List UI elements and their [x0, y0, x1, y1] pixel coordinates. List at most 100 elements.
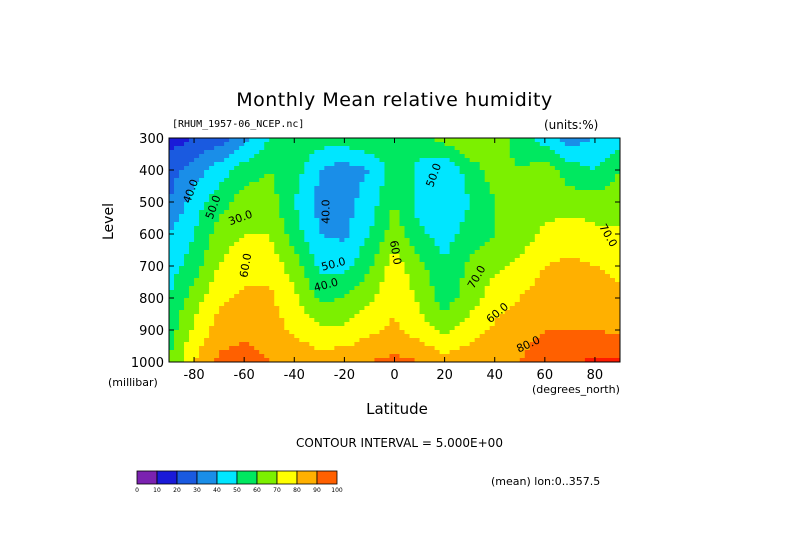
heatmap-cell — [299, 182, 305, 187]
heatmap-cell — [454, 350, 461, 355]
heatmap-cell — [434, 158, 441, 163]
heatmap-cell — [489, 226, 496, 231]
heatmap-cell — [524, 234, 531, 239]
heatmap-cell — [544, 170, 551, 175]
heatmap-cell — [399, 218, 406, 223]
heatmap-cell — [289, 270, 295, 275]
heatmap-cell — [419, 286, 426, 291]
heatmap-cell — [394, 294, 401, 299]
heatmap-cell — [549, 194, 556, 199]
heatmap-cell — [299, 230, 305, 235]
heatmap-cell — [609, 170, 616, 175]
heatmap-cell — [604, 258, 611, 263]
heatmap-cell — [359, 282, 366, 287]
heatmap-cell — [334, 282, 340, 287]
heatmap-cell — [394, 222, 401, 227]
heatmap-cell — [484, 326, 491, 331]
heatmap-cell — [239, 162, 245, 167]
heatmap-cell — [494, 182, 501, 187]
heatmap-cell — [419, 214, 426, 219]
heatmap-cell — [294, 230, 300, 235]
heatmap-cell — [584, 330, 591, 335]
heatmap-cell — [459, 234, 466, 239]
heatmap-cell — [239, 230, 245, 235]
heatmap-cell — [504, 270, 511, 275]
heatmap-cell — [469, 142, 476, 147]
heatmap-cell — [564, 354, 571, 359]
heatmap-cell — [194, 286, 200, 291]
heatmap-cell — [339, 162, 345, 167]
heatmap-cell — [509, 198, 516, 203]
heatmap-cell — [559, 262, 566, 267]
heatmap-cell — [419, 198, 426, 203]
heatmap-cell — [464, 298, 471, 303]
heatmap-cell — [324, 266, 330, 271]
heatmap-cell — [464, 186, 471, 191]
heatmap-cell — [614, 182, 620, 187]
heatmap-cell — [314, 246, 320, 251]
heatmap-cell — [279, 258, 285, 263]
heatmap-cell — [504, 258, 511, 263]
heatmap-cell — [264, 198, 270, 203]
heatmap-cell — [169, 294, 175, 299]
heatmap-cell — [604, 350, 611, 355]
heatmap-cell — [274, 162, 280, 167]
heatmap-cell — [299, 166, 305, 171]
heatmap-cell — [349, 170, 356, 175]
heatmap-cell — [264, 226, 270, 231]
heatmap-cell — [589, 170, 596, 175]
heatmap-cell — [579, 298, 586, 303]
heatmap-cell — [474, 326, 481, 331]
heatmap-cell — [394, 250, 401, 255]
heatmap-cell — [199, 306, 205, 311]
heatmap-cell — [174, 202, 180, 207]
heatmap-cell — [234, 198, 240, 203]
heatmap-cell — [194, 150, 200, 155]
heatmap-cell — [459, 326, 466, 331]
heatmap-cell — [369, 242, 376, 247]
heatmap-cell — [464, 190, 471, 195]
heatmap-cell — [409, 162, 416, 167]
heatmap-cell — [349, 246, 356, 251]
heatmap-cell — [559, 282, 566, 287]
heatmap-cell — [499, 282, 506, 287]
heatmap-cell — [284, 178, 290, 183]
heatmap-cell — [384, 146, 391, 151]
heatmap-cell — [614, 154, 620, 159]
heatmap-cell — [524, 214, 531, 219]
heatmap-cell — [339, 170, 345, 175]
heatmap-cell — [469, 234, 476, 239]
heatmap-cell — [399, 290, 406, 295]
heatmap-cell — [359, 278, 366, 283]
heatmap-cell — [504, 274, 511, 279]
heatmap-cell — [344, 330, 350, 335]
heatmap-cell — [594, 150, 601, 155]
heatmap-cell — [294, 270, 300, 275]
heatmap-cell — [239, 270, 245, 275]
heatmap-cell — [194, 358, 200, 362]
heatmap-cell — [194, 302, 200, 307]
heatmap-cell — [584, 234, 591, 239]
heatmap-cell — [409, 226, 416, 231]
heatmap-cell — [499, 158, 506, 163]
heatmap-cell — [204, 162, 210, 167]
heatmap-cell — [259, 198, 265, 203]
heatmap-cell — [239, 266, 245, 271]
heatmap-cell — [614, 242, 620, 247]
heatmap-cell — [299, 250, 305, 255]
heatmap-cell — [304, 238, 310, 243]
heatmap-cell — [564, 218, 571, 223]
heatmap-cell — [574, 190, 581, 195]
heatmap-cell — [179, 146, 185, 151]
heatmap-cell — [214, 318, 220, 323]
heatmap-cell — [529, 254, 536, 259]
heatmap-cell — [339, 358, 345, 362]
heatmap-cell — [299, 350, 305, 355]
heatmap-cell — [569, 258, 576, 263]
heatmap-cell — [444, 310, 451, 315]
heatmap-cell — [514, 186, 521, 191]
heatmap-cell — [424, 138, 431, 143]
heatmap-cell — [339, 226, 345, 231]
heatmap-cell — [319, 138, 325, 143]
heatmap-cell — [379, 330, 386, 335]
